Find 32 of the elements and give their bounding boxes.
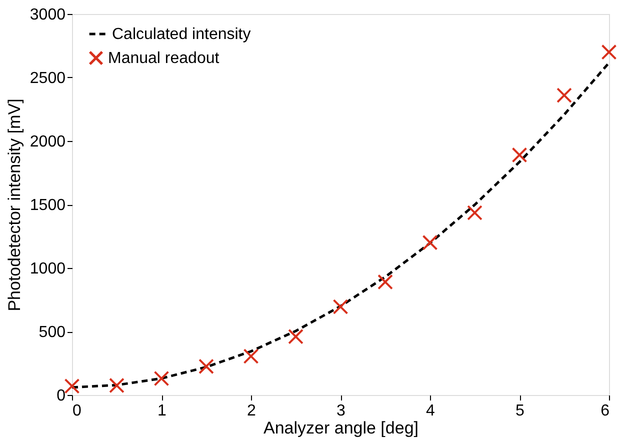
x-tick-label: 3 [336, 402, 346, 420]
x-axis-title: Analyzer angle [deg] [264, 418, 418, 438]
point [332, 299, 348, 314]
point [601, 44, 617, 60]
y-axis-title: Photodetector intensity [mV] [4, 98, 24, 312]
point [467, 205, 482, 220]
x-tick-label: 4 [426, 402, 436, 420]
y-tick-label: 1500 [30, 197, 66, 214]
x-tick-label: 1 [158, 402, 167, 420]
legend-label: Calculated intensity [112, 26, 251, 43]
x-tick-label: 0 [72, 402, 82, 420]
y-tick-label: 0 [56, 388, 66, 404]
y-tick-label: 2500 [30, 70, 66, 87]
line-series [70, 62, 610, 389]
point [243, 348, 259, 364]
legend-label: Manual readout [108, 50, 220, 67]
x-tick-label: 6 [600, 402, 610, 420]
point [198, 358, 214, 374]
y-tick-label: 500 [38, 324, 66, 341]
point [288, 328, 304, 344]
y-tick-label: 3000 [30, 6, 66, 24]
x-tick-label: 5 [516, 402, 525, 420]
point [109, 378, 124, 394]
point [64, 378, 80, 394]
y-tick-label: 1000 [30, 260, 66, 278]
point [422, 234, 438, 250]
point [154, 370, 170, 386]
point [378, 274, 393, 290]
point [556, 88, 572, 103]
point [512, 147, 528, 163]
y-tick-label: 2000 [30, 134, 66, 150]
x-tick-label: 2 [247, 402, 256, 420]
